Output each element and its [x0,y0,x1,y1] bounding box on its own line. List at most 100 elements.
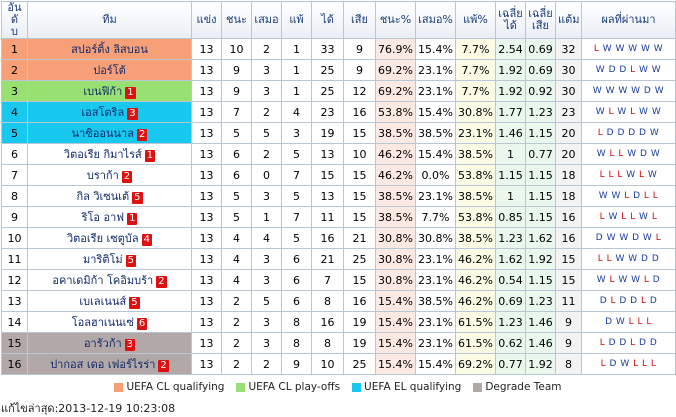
goals-against-cell: 15 [343,122,376,144]
team-name[interactable]: นาซิออนนาล [71,127,134,140]
team-name[interactable]: ริโอ อาฟ [81,211,125,224]
draw-pct-cell: 38.5% [415,290,456,312]
team-cell[interactable]: เบนฟิก้า 1 [27,80,192,102]
col-team: ทีม [27,1,192,39]
team-cell[interactable]: นาซิออนนาล 2 [27,122,192,144]
draw-pct-cell: 15.4% [415,353,456,375]
form-result: W [598,191,612,201]
goals-against-cell: 16 [343,101,376,123]
form-result: W [647,170,658,180]
goals-against-cell: 12 [343,80,376,102]
team-cell[interactable]: กิล วิเซนเต้ 5 [27,185,192,207]
form-result: D [652,275,661,285]
legend-label: Degrade Team [485,381,562,393]
form-result: D [632,233,643,243]
points-cell: 8 [555,353,582,375]
team-cell[interactable]: วิตอเรีย กิมาไรส์ 1 [27,143,192,165]
team-name[interactable]: สปอร์ติ้ง ลิสบอน [71,43,148,56]
lost-cell: 6 [281,269,312,291]
team-name[interactable]: วิตอเรีย เซตูบัล [66,232,139,245]
form-result: D [639,338,650,348]
team-name[interactable]: กิล วิเซนเต้ [76,190,130,203]
draw-pct-cell: 15.4% [415,38,456,60]
red-card-badge: 5 [129,297,140,309]
form-result: W [617,107,631,117]
form-result: L [599,170,609,180]
team-cell[interactable]: ริโอ อาฟ 1 [27,206,192,228]
avg-ga-cell: 1.15 [525,185,556,207]
loss-pct-cell: 38.5% [455,185,496,207]
goals-against-cell: 15 [343,269,376,291]
table-row: 9 ริโอ อาฟ 1 13 5 1 7 11 15 38.5% 7.7% 53.8% 0.85 1.1… [1,206,676,228]
lost-cell: 5 [281,227,312,249]
team-name[interactable]: โอลฮาเนนเซ่ [71,316,134,329]
legend-label: UEFA EL qualifying [364,381,462,393]
team-cell[interactable]: วิตอเรีย เซตูบัล 4 [27,227,192,249]
col-win-pct: ชนะ% [375,1,416,39]
loss-pct-cell: 46.2% [455,248,496,270]
col-won: ชนะ [221,1,252,39]
team-name[interactable]: เอสโตริล [81,106,125,119]
form-result: L [606,254,616,264]
team-name[interactable]: ปอร์โต้ [93,64,126,77]
drawn-cell: 3 [251,311,282,333]
avg-ga-cell: 0.92 [525,80,556,102]
loss-pct-cell: 38.5% [455,227,496,249]
header-row: อันดั บ ทีม แข่ง ชนะ เสมอ แพ้ ได้ เสีย ช… [1,1,676,39]
team-cell[interactable]: ปากอส เดอ เฟอร์ไรร่า 2 [27,353,192,375]
team-name[interactable]: เบเลเนนส์ [79,295,127,308]
form-result: D [617,128,629,138]
team-cell[interactable]: อคาเดมิก้า โคอิมบร้า 2 [27,269,192,291]
legend-swatch [352,382,362,392]
goals-against-cell: 19 [343,311,376,333]
form-result: L [630,65,640,75]
played-cell: 13 [191,80,222,102]
form-result: L [650,359,657,369]
table-row: 1 สปอร์ติ้ง ลิสบอน 13 10 2 1 33 9 76.9% 15.4% 7.7%… [1,38,676,60]
table-body: 1 สปอร์ติ้ง ลิสบอน 13 10 2 1 33 9 76.9% 15.4% 7.7%… [1,38,676,375]
table-row: 2 ปอร์โต้ 13 9 3 1 25 9 69.2% 23.1% 7.7% 1.92 0.69 30… [1,59,676,81]
avg-ga-cell: 1.23 [525,101,556,123]
won-cell: 6 [221,164,252,186]
legend-swatch [114,382,124,392]
form-result: W [627,149,641,159]
team-name[interactable]: เบนฟิก้า [83,85,123,98]
form-result: W [641,44,654,54]
won-cell: 5 [221,122,252,144]
points-cell: 32 [555,38,582,60]
team-cell[interactable]: มาริติโม่ 5 [27,248,192,270]
win-pct-cell: 15.4% [375,353,416,375]
avg-gf-cell: 1.15 [495,164,526,186]
team-cell[interactable]: ปอร์โต้ [27,59,192,81]
rank-cell: 9 [1,206,28,228]
lost-cell: 1 [281,38,312,60]
form-result: L [610,296,620,306]
form-result: L [593,44,603,54]
red-card-badge: 3 [127,108,138,120]
form-result: L [641,359,651,369]
team-cell[interactable]: สปอร์ติ้ง ลิสบอน [27,38,192,60]
team-cell[interactable]: เบเลเนนส์ 5 [27,290,192,312]
team-name[interactable]: อคาเดมิก้า โคอิมบร้า [52,274,154,287]
form-result: W [631,275,644,285]
goals-for-cell: 7 [311,269,344,291]
team-name[interactable]: มาริติโม่ [82,253,123,266]
league-table: อันดั บ ทีม แข่ง ชนะ เสมอ แพ้ ได้ เสีย ช… [1,1,676,375]
rank-cell: 8 [1,185,28,207]
form-result: L [624,191,634,201]
form-result: D [608,65,620,75]
avg-gf-cell: 1.62 [495,248,526,270]
loss-pct-cell: 69.2% [455,353,496,375]
team-cell[interactable]: เอสโตริล 3 [27,101,192,123]
team-cell[interactable]: อารัวก้า 3 [27,332,192,354]
team-name[interactable]: อารัวก้า [83,337,122,350]
team-name[interactable]: ปากอส เดอ เฟอร์ไรร่า [50,358,156,371]
team-name[interactable]: วิตอเรีย กิมาไรส์ [63,148,142,161]
team-name[interactable]: บราก้า [86,169,119,182]
form-result: L [639,170,648,180]
legend-item: UEFA CL play-offs [236,381,340,393]
form-result: D [606,128,618,138]
team-cell[interactable]: บราก้า 2 [27,164,192,186]
avg-ga-cell: 1.46 [525,332,556,354]
team-cell[interactable]: โอลฮาเนนเซ่ 6 [27,311,192,333]
